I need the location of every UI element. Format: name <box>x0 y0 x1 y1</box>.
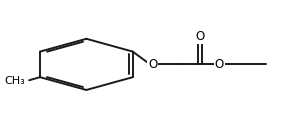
Text: O: O <box>215 58 224 71</box>
Text: CH₃: CH₃ <box>5 76 26 86</box>
Text: O: O <box>148 58 157 71</box>
Text: O: O <box>195 30 205 43</box>
